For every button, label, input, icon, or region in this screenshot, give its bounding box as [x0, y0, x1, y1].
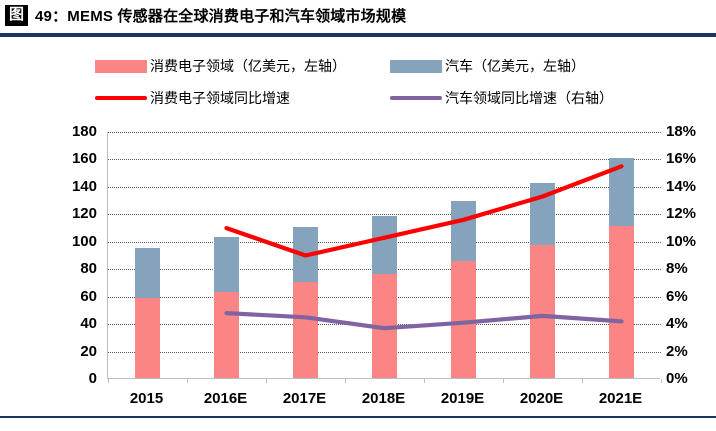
right-axis-tick: 10%: [666, 232, 697, 250]
auto-growth-line-swatch: [390, 96, 442, 100]
bar-segment-consumer-2021E: [609, 225, 634, 378]
left-axis-tick: 60: [80, 287, 97, 305]
left-axis-tick: 0: [88, 370, 97, 387]
left-axis-tick: 80: [80, 260, 97, 278]
consumer-growth-line-swatch: [95, 96, 147, 100]
x-axis-label-2018E: 2018E: [361, 390, 406, 407]
gridline: [108, 159, 661, 161]
legend-label-auto-bar: 汽车（亿美元，左轴）: [445, 58, 585, 74]
gridline: [108, 132, 661, 133]
auto-bar-swatch: [390, 59, 442, 73]
legend-item-consumer-growth: 消费电子领域同比增速: [95, 90, 290, 106]
top-divider: [0, 33, 716, 37]
x-axis-tick: [582, 379, 583, 383]
bar-segment-auto-2018E: [372, 216, 397, 274]
plot-area: [107, 132, 662, 383]
x-axis-label-2019E: 2019E: [440, 390, 485, 407]
right-axis-tick: 8%: [666, 260, 688, 278]
left-axis-tick: 100: [71, 232, 97, 250]
x-axis-label-2016E: 2016E: [203, 390, 248, 407]
right-axis-tick: 14%: [666, 177, 697, 195]
left-axis-tick: 40: [80, 315, 97, 333]
left-axis-tick: 180: [71, 123, 97, 140]
left-axis-tick: 160: [71, 150, 97, 168]
consumer-growth-line: [224, 164, 624, 258]
bar-segment-auto-2016E: [214, 236, 239, 292]
gridline: [108, 214, 661, 216]
bar-segment-consumer-2015: [135, 298, 160, 378]
bar-segment-consumer-2019E: [451, 261, 476, 378]
bottom-divider: [0, 416, 716, 418]
right-axis-tick: 2%: [666, 342, 688, 360]
right-axis-tick: 18%: [666, 123, 697, 140]
legend-label-consumer-growth: 消费电子领域同比增速: [150, 90, 290, 106]
bar-segment-auto-2019E: [451, 201, 476, 262]
x-axis-tick: [108, 379, 109, 383]
legend-item-auto-bar: 汽车（亿美元，左轴）: [390, 58, 585, 74]
right-axis-tick: 12%: [666, 205, 697, 223]
x-axis-tick: [345, 379, 346, 383]
left-axis-tick: 140: [71, 177, 97, 195]
right-axis-tick: 6%: [666, 287, 688, 305]
x-axis-tick: [266, 379, 267, 383]
bar-segment-consumer-2020E: [530, 244, 555, 378]
right-axis-tick: 16%: [666, 150, 697, 168]
x-axis-label-2021E: 2021E: [598, 390, 643, 407]
bar-segment-auto-2015: [135, 247, 160, 299]
x-axis-tick: [503, 379, 504, 383]
x-axis-label-2015: 2015: [129, 390, 164, 407]
bar-segment-consumer-2017E: [293, 281, 318, 378]
x-axis-label-2020E: 2020E: [519, 390, 564, 407]
right-axis-tick: 4%: [666, 315, 688, 333]
legend-label-auto-growth: 汽车领域同比增速（右轴）: [445, 90, 613, 106]
legend-item-auto-growth: 汽车领域同比增速（右轴）: [390, 90, 613, 106]
legend-item-consumer-bar: 消费电子领域（亿美元，左轴）: [95, 58, 346, 74]
x-axis-tick: [661, 379, 662, 383]
bar-segment-consumer-2016E: [214, 291, 239, 378]
left-axis-tick: 20: [80, 342, 97, 360]
legend-label-consumer-bar: 消费电子领域（亿美元，左轴）: [150, 58, 346, 74]
auto-growth-line: [224, 311, 624, 331]
figure-title: 图 49：MEMS 传感器在全球消费电子和汽车领域市场规模: [5, 5, 406, 26]
gridline: [108, 186, 661, 188]
consumer-bar-swatch: [95, 59, 147, 73]
right-axis-tick: 0%: [666, 370, 688, 387]
growth-lines-layer: [224, 164, 624, 331]
x-axis-tick: [187, 379, 188, 383]
x-axis-label-2017E: 2017E: [282, 390, 327, 407]
figure-title-text: 49：MEMS 传感器在全球消费电子和汽车领域市场规模: [35, 8, 407, 25]
left-axis-tick: 120: [71, 205, 97, 223]
figure-badge: 图: [5, 5, 29, 26]
x-axis-tick: [424, 379, 425, 383]
